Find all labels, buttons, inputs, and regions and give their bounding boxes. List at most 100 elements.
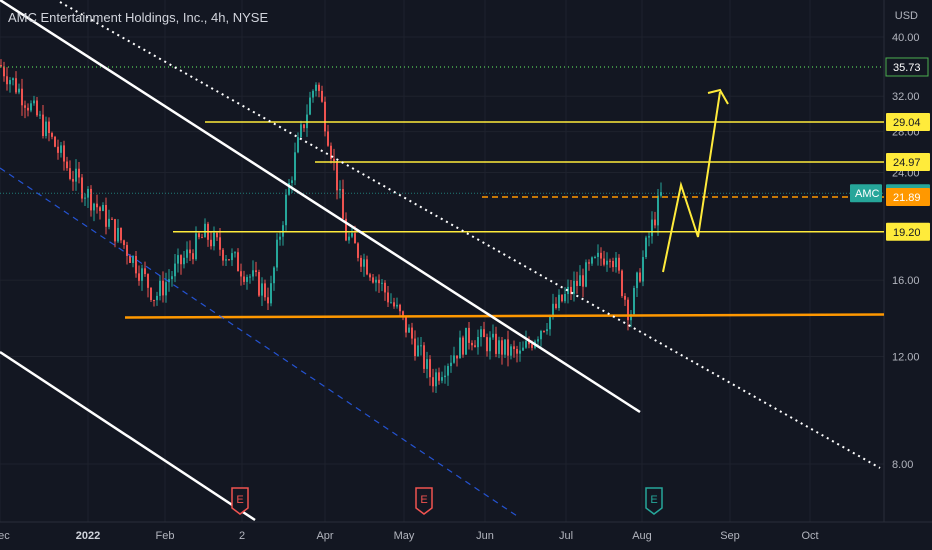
candle-body [279,236,281,240]
candle-body [150,287,152,301]
candle-body [213,232,215,247]
y-tick-label: 12.00 [892,351,920,363]
price-label-text: 35.73 [893,62,921,74]
candle-body [42,114,44,137]
x-tick-label: May [394,530,415,542]
candle-body [516,348,518,354]
candle-body [582,275,584,287]
candle-body [141,268,143,281]
candle-body [105,205,107,227]
candle-body [30,103,32,111]
candle-body [312,90,314,98]
candle-body [567,286,569,295]
candle-body [132,256,134,263]
candle-body [627,299,629,321]
earnings-marker[interactable]: E [645,487,663,515]
candle-body [273,267,275,284]
candle-body [234,252,236,254]
candle-body [69,168,71,179]
time-axis-background [0,522,932,550]
x-tick-label: 2022 [76,530,100,542]
candle-body [294,152,296,181]
candle-body [402,311,404,316]
candle-body [177,255,179,264]
earnings-marker-shape [231,487,249,515]
candle-body [60,145,62,153]
candle-body [342,189,344,219]
earnings-marker-shape [645,487,663,515]
candle-body [147,274,149,288]
candle-body [117,227,119,242]
candle-body [21,88,23,106]
candle-body [597,252,599,257]
candle-body [525,340,527,348]
price-labels: 40.0032.0028.0024.0016.0012.008.0035.732… [850,32,930,471]
trend-line-lower [0,350,256,522]
candle-body [483,329,485,338]
candle-body [111,218,113,220]
candle-body [477,336,479,348]
candle-body [414,338,416,357]
candle-body [24,105,26,108]
candle-body [3,66,5,77]
candle-body [129,255,131,263]
candle-body [282,225,284,237]
candle-body [6,76,8,85]
candle-body [447,366,449,376]
candle-body [513,346,515,349]
candle-body [222,249,224,261]
candle-body [381,282,383,284]
price-label-text: 29.04 [893,117,921,129]
earnings-marker[interactable]: E [231,487,249,515]
candle-body [552,303,554,316]
x-tick-label: Apr [316,530,333,542]
candle-body [426,359,428,369]
candle-body [630,314,632,321]
price-label-box [886,222,930,241]
candle-body [531,344,533,348]
candle-body [246,277,248,282]
candle-body [405,315,407,333]
candle-body [45,121,47,137]
candle-body [498,340,500,354]
candle-body [369,274,371,278]
candle-body [210,239,212,247]
candle-body [624,295,626,300]
y-tick-label: 8.00 [892,459,913,471]
candle-body [48,121,50,134]
candle-body [120,227,122,241]
projection-path [662,91,721,273]
candle-body [198,233,200,238]
candle-body [192,253,194,260]
candle-body [465,327,467,355]
candle-body [438,372,440,381]
candle-body [51,133,53,137]
candle-body [645,237,647,258]
candle-body [315,84,317,91]
candle-body [78,168,80,178]
candle-body [309,97,311,115]
candle-body [159,280,161,296]
candle-body [195,233,197,260]
candle-body [456,355,458,359]
currency-label: USD [894,10,918,22]
candle-body [372,277,374,283]
candle-body [303,124,305,129]
candle-body [549,315,551,330]
candle-body [636,272,638,289]
candle-body [600,252,602,259]
candle-body [135,256,137,274]
candle-body [519,350,521,354]
candle-body [660,192,662,196]
candle-body [264,283,266,298]
candle-body [543,331,545,333]
candle-body [390,302,392,304]
candle-body [333,158,335,162]
x-tick-label: 2 [239,530,245,542]
earnings-marker[interactable]: E [415,487,433,515]
candle-body [423,345,425,369]
candle-body [39,114,41,116]
candle-body [393,302,395,307]
